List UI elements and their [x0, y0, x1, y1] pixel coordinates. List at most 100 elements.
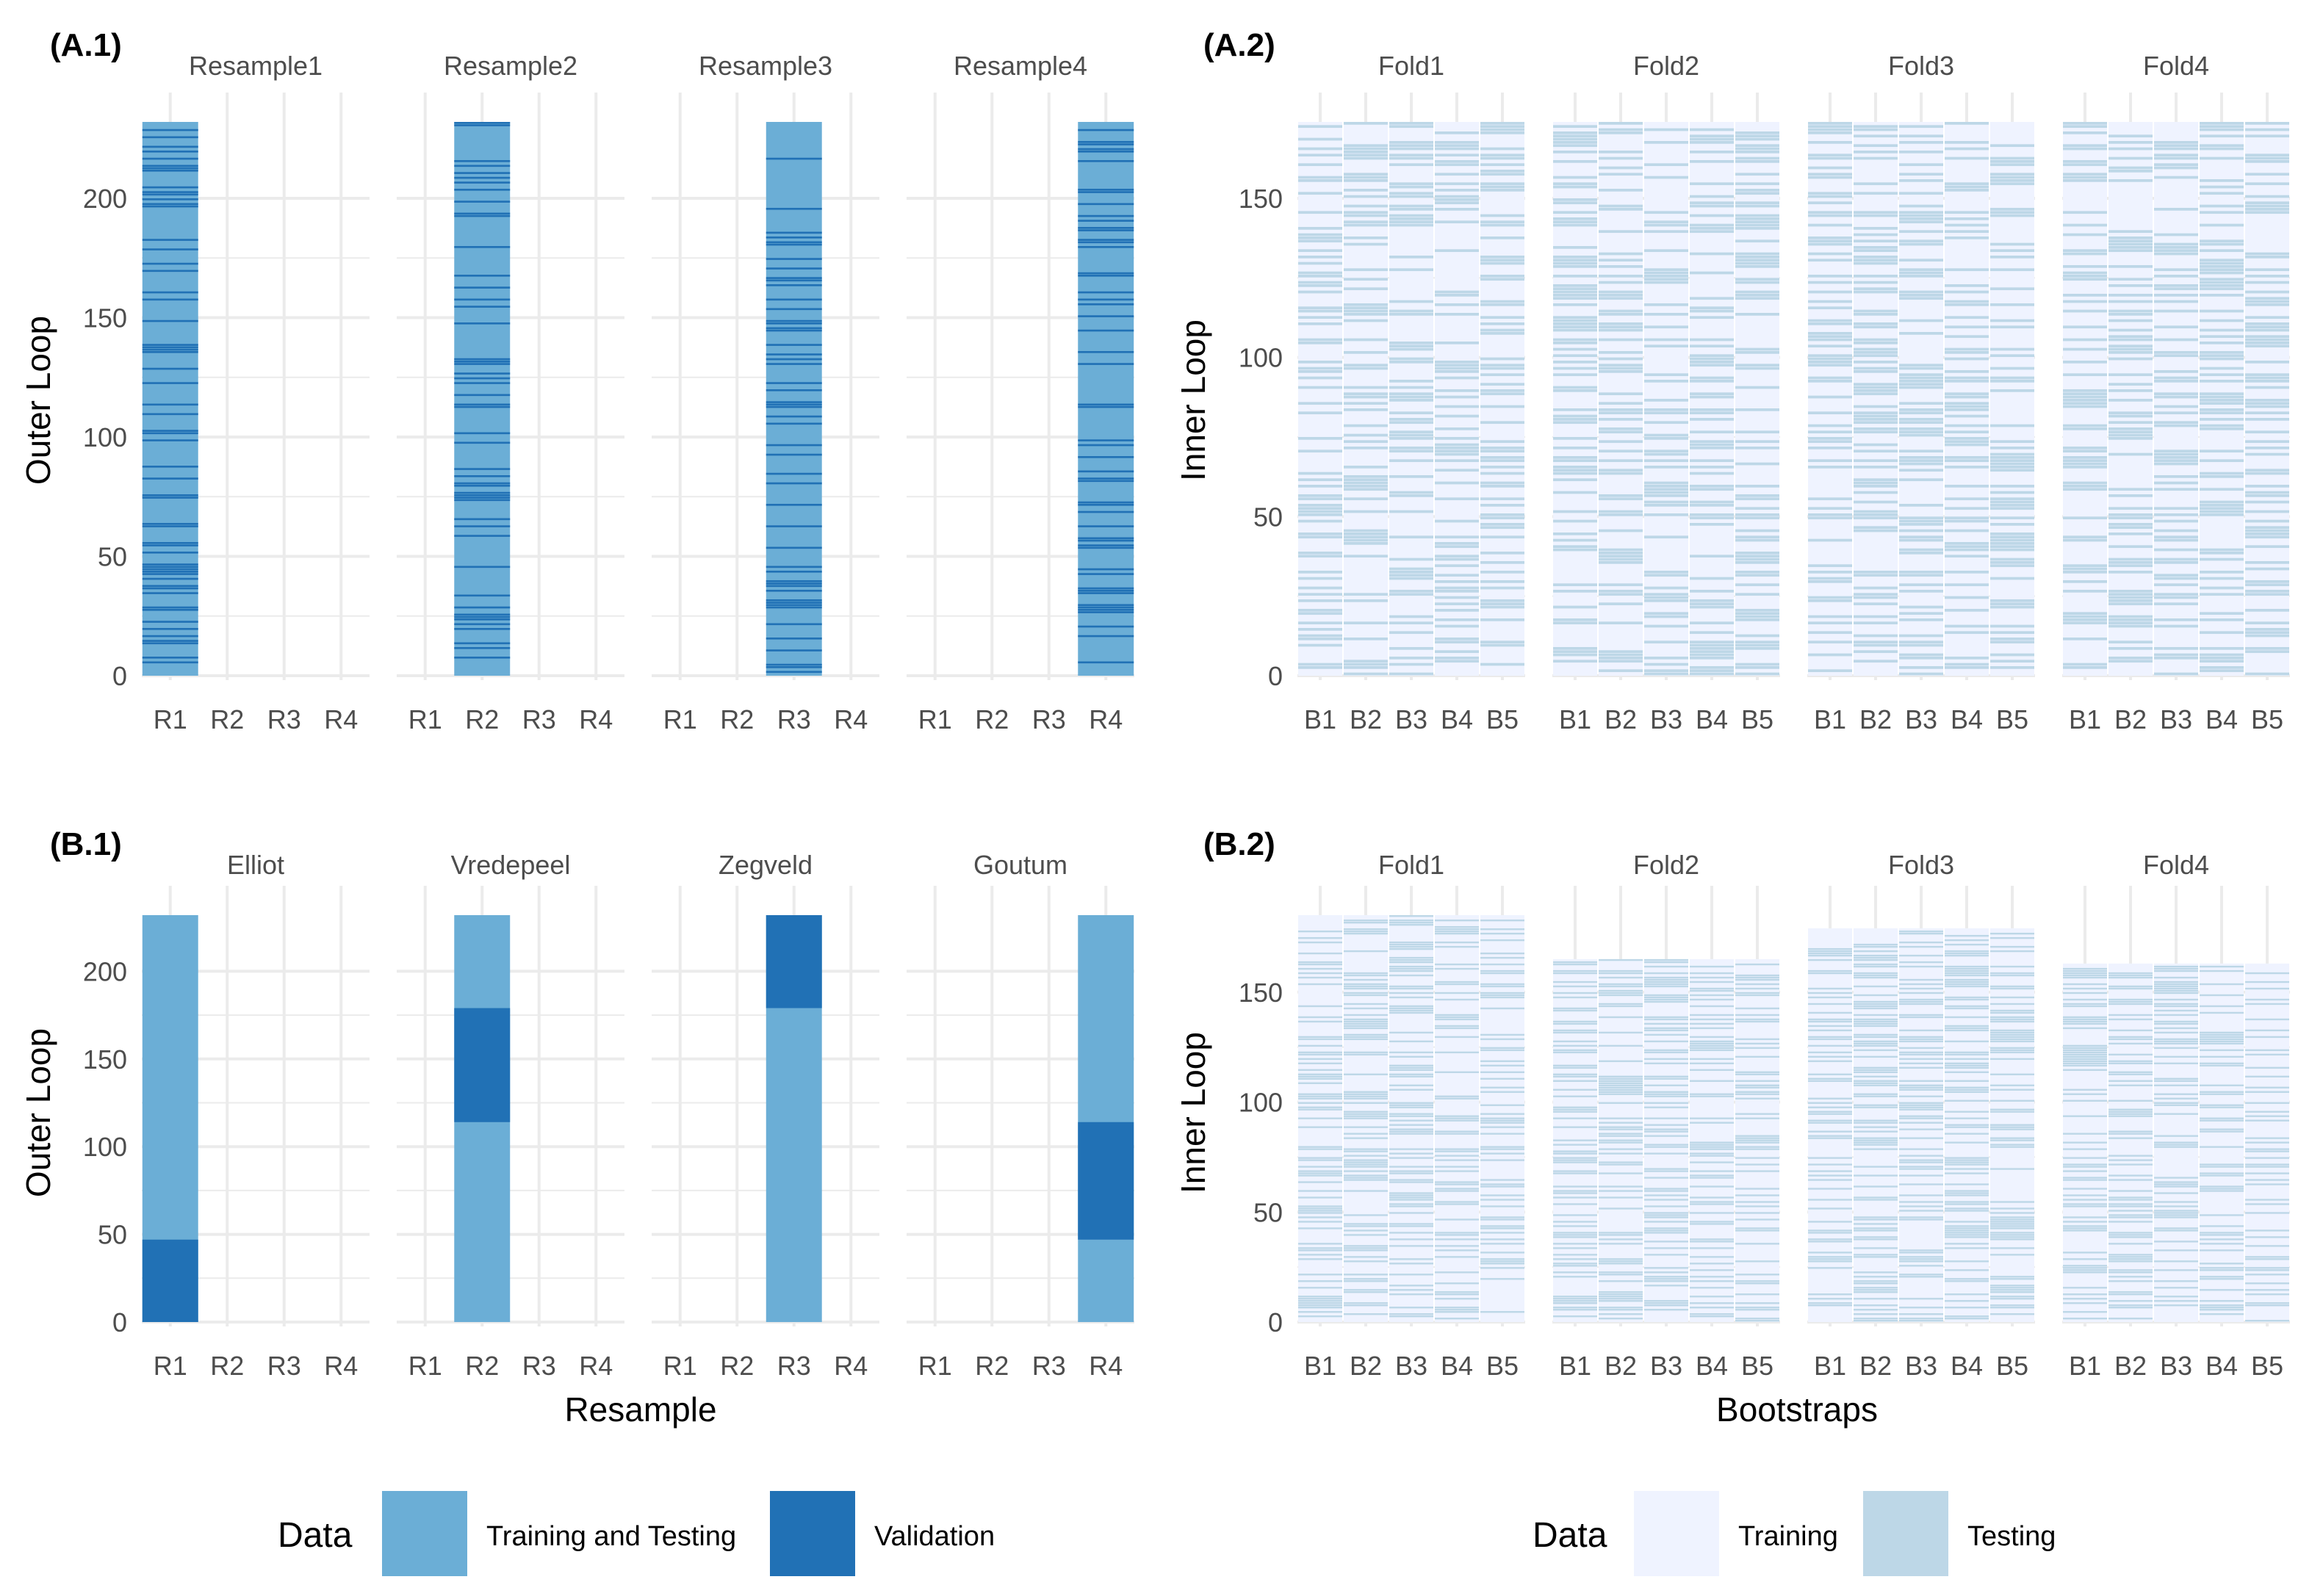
testing-row — [1344, 122, 1388, 125]
testing-row — [1854, 411, 1898, 415]
testing-row — [2154, 1080, 2198, 1082]
testing-row — [1644, 981, 1688, 983]
testing-row — [1599, 1126, 1643, 1128]
y-tick-label: 150 — [1239, 978, 1283, 1008]
testing-row — [1644, 586, 1688, 590]
testing-row — [1899, 1307, 1943, 1309]
testing-row — [1735, 1230, 1779, 1232]
testing-row — [2245, 1282, 2289, 1285]
testing-row — [1854, 275, 1898, 278]
testing-row — [2108, 1071, 2153, 1074]
validation-row — [142, 319, 198, 322]
validation-row — [1078, 604, 1134, 607]
testing-row — [1435, 364, 1479, 367]
testing-row — [1344, 1166, 1388, 1168]
testing-row — [2154, 421, 2198, 425]
testing-row — [1480, 516, 1524, 520]
testing-row — [1389, 195, 1433, 198]
testing-row — [1553, 319, 1597, 322]
testing-row — [1298, 342, 1342, 344]
testing-row — [1553, 1159, 1597, 1161]
testing-row — [2154, 1230, 2198, 1232]
testing-row — [2108, 1000, 2153, 1003]
testing-row — [1553, 220, 1597, 224]
testing-row — [1899, 163, 1943, 167]
testing-row — [1854, 389, 1898, 392]
testing-row — [2154, 338, 2198, 342]
testing-row — [1945, 974, 1989, 977]
testing-row — [1808, 1003, 1852, 1005]
testing-row — [1644, 433, 1688, 437]
testing-row — [1553, 325, 1597, 329]
testing-row — [1644, 513, 1688, 516]
testing-row — [1599, 366, 1643, 370]
testing-row — [1899, 1252, 1943, 1254]
testing-row — [1690, 965, 1734, 968]
testing-row — [2063, 1064, 2107, 1067]
testing-row — [1899, 998, 1943, 1001]
testing-row — [1553, 1157, 1597, 1159]
testing-row — [1854, 1126, 1898, 1128]
testing-row — [2108, 399, 2153, 402]
testing-row — [1389, 941, 1433, 944]
testing-row — [1480, 969, 1524, 972]
testing-row — [1553, 1203, 1597, 1205]
testing-row — [1553, 259, 1597, 262]
testing-row — [1735, 1320, 1779, 1322]
testing-row — [1899, 469, 1943, 472]
testing-row — [1735, 1148, 1779, 1150]
legend-key-training-testing — [382, 1491, 467, 1576]
testing-row — [2200, 192, 2244, 195]
testing-row — [2154, 653, 2198, 657]
testing-row — [1480, 364, 1524, 367]
testing-row — [2200, 144, 2244, 148]
testing-row — [1690, 647, 1734, 650]
testing-row — [1899, 1313, 1943, 1315]
testing-row — [1808, 580, 1852, 583]
testing-row — [1644, 230, 1688, 234]
validation-row — [142, 367, 198, 370]
testing-row — [1553, 386, 1597, 389]
x-tick-label: B3 — [1650, 704, 1682, 734]
testing-row — [1599, 494, 1643, 497]
validation-row — [766, 638, 822, 640]
validation-row — [454, 482, 511, 485]
testing-row — [1945, 981, 1989, 983]
testing-row — [1298, 1212, 1342, 1214]
testing-row — [1480, 1064, 1524, 1067]
validation-row — [1078, 539, 1134, 542]
testing-row — [1945, 408, 1989, 411]
testing-row — [1435, 497, 1479, 501]
testing-row — [1435, 998, 1479, 1001]
testing-row — [1644, 998, 1688, 1001]
testing-row — [2154, 1296, 2198, 1298]
testing-row — [1644, 985, 1688, 988]
testing-row — [1945, 1124, 1989, 1126]
testing-row — [1389, 1203, 1433, 1205]
testing-row — [2108, 1216, 2153, 1218]
testing-row — [1480, 322, 1524, 325]
testing-row — [2154, 618, 2198, 621]
testing-row — [1553, 1315, 1597, 1318]
x-tick-label: R3 — [777, 1351, 811, 1381]
testing-row — [1854, 1055, 1898, 1058]
testing-row — [1599, 469, 1643, 472]
y-tick-label: 50 — [98, 1220, 127, 1250]
testing-row — [1735, 430, 1779, 434]
testing-row — [1644, 596, 1688, 599]
validation-row — [766, 208, 822, 210]
testing-row — [1899, 1051, 1943, 1054]
testing-row — [1389, 447, 1433, 449]
testing-row — [1553, 256, 1597, 259]
testing-row — [1854, 1141, 1898, 1144]
testing-row — [1735, 1139, 1779, 1141]
validation-row — [766, 382, 822, 384]
testing-row — [1553, 275, 1597, 278]
testing-row — [1344, 1289, 1388, 1291]
testing-row — [1389, 1106, 1433, 1108]
testing-row — [1899, 1088, 1943, 1091]
testing-row — [1344, 666, 1388, 669]
testing-row — [1990, 211, 2034, 214]
testing-row — [1735, 1137, 1779, 1139]
testing-row — [1344, 1304, 1388, 1307]
